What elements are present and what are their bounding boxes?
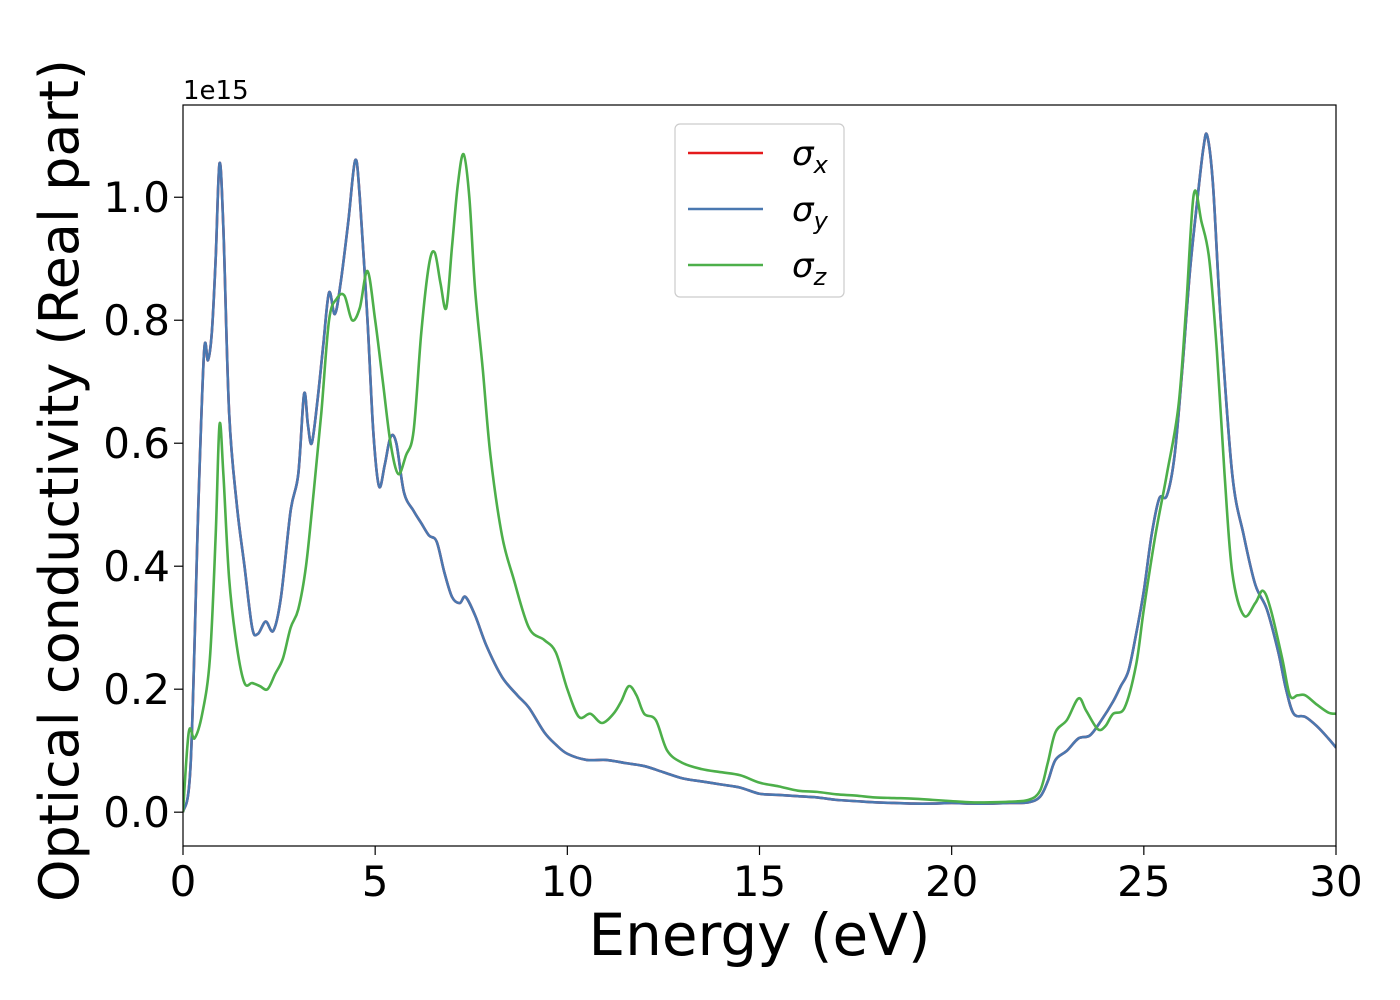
legend-box <box>674 123 845 298</box>
series-line-σy <box>183 132 1336 813</box>
series-layer <box>183 132 1336 813</box>
legend-label-σx: σx <box>792 134 829 179</box>
y-tick-label: 0.6 <box>103 419 170 468</box>
y-tick-label: 0.0 <box>103 788 170 837</box>
y-tick-label: 0.4 <box>103 542 170 591</box>
legend-label-σy: σy <box>792 190 829 235</box>
x-tick-label: 10 <box>541 857 594 906</box>
y-tick-label: 0.8 <box>103 296 170 345</box>
x-tick-label: 20 <box>925 857 978 906</box>
x-tick-label: 30 <box>1309 857 1362 906</box>
y-axis-label: Optical conductivity (Real part) <box>28 59 91 902</box>
x-tick-label: 0 <box>170 857 197 906</box>
series-line-σz <box>183 152 1336 813</box>
y-axis-offset-text: 1e15 <box>183 76 249 106</box>
x-tick-label: 25 <box>1117 857 1170 906</box>
x-axis-label: Energy (eV) <box>588 901 930 969</box>
x-tick-label: 15 <box>733 857 786 906</box>
x-tick-label: 5 <box>362 857 389 906</box>
y-tick-label: 1.0 <box>103 173 170 222</box>
legend: σx σy σz <box>674 123 845 298</box>
legend-label-σz: σz <box>792 246 828 291</box>
y-tick-label: 0.2 <box>103 665 170 714</box>
x-axis-ticks: 0 5 10 15 20 25 30 <box>170 846 1363 906</box>
y-axis-ticks: 0.0 0.2 0.4 0.6 0.8 1.0 <box>103 173 183 837</box>
